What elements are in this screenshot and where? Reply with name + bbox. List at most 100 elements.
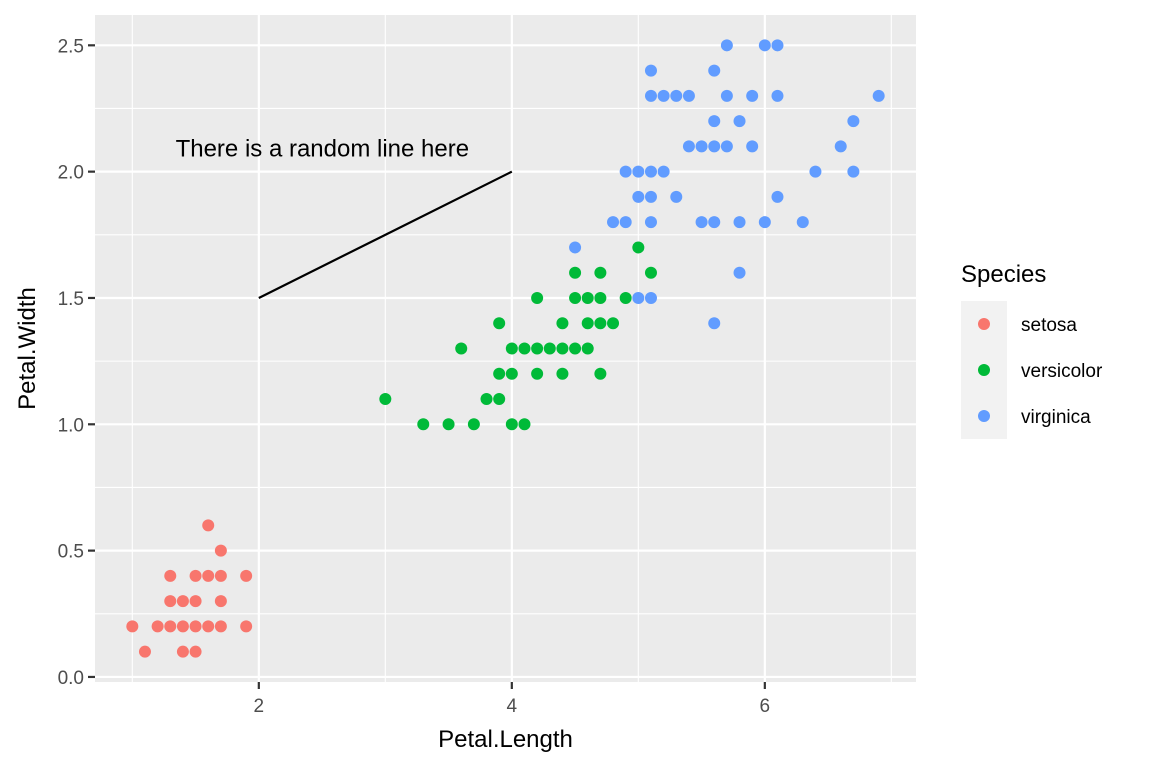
data-point-setosa — [214, 595, 227, 608]
data-point-versicolor — [543, 342, 556, 355]
data-point-versicolor — [505, 418, 518, 431]
data-point-virginica — [644, 64, 657, 77]
data-point-virginica — [771, 89, 784, 102]
data-point-virginica — [771, 190, 784, 203]
data-point-versicolor — [467, 418, 480, 431]
data-point-setosa — [176, 620, 189, 633]
data-point-virginica — [644, 89, 657, 102]
annotation-line — [258, 170, 513, 299]
data-point-setosa — [240, 620, 253, 633]
data-point-virginica — [758, 216, 771, 229]
data-point-setosa — [214, 544, 227, 557]
data-point-versicolor — [581, 317, 594, 330]
legend-label: versicolor — [1021, 361, 1103, 382]
data-point-versicolor — [379, 393, 392, 406]
y-tick-label: 0.0 — [58, 668, 84, 689]
data-point-virginica — [708, 317, 721, 330]
data-point-virginica — [644, 291, 657, 304]
data-point-virginica — [569, 241, 582, 254]
data-point-versicolor — [594, 367, 607, 380]
legend-label: setosa — [1021, 315, 1077, 336]
data-point-virginica — [695, 140, 708, 153]
data-point-versicolor — [493, 393, 506, 406]
legend-label: virginica — [1021, 407, 1091, 428]
data-point-versicolor — [632, 241, 645, 254]
x-axis: 2 4 6 — [254, 682, 771, 717]
data-point-virginica — [632, 291, 645, 304]
data-point-setosa — [164, 620, 177, 633]
data-point-virginica — [632, 190, 645, 203]
data-point-setosa — [189, 645, 202, 658]
data-point-versicolor — [556, 317, 569, 330]
data-point-setosa — [164, 595, 177, 608]
data-point-versicolor — [531, 342, 544, 355]
data-point-versicolor — [569, 291, 582, 304]
data-point-versicolor — [581, 342, 594, 355]
x-tick-label: 2 — [254, 696, 265, 717]
data-point-versicolor — [619, 291, 632, 304]
data-point-versicolor — [505, 367, 518, 380]
data-point-virginica — [682, 140, 695, 153]
data-point-virginica — [720, 89, 733, 102]
annotation: There is a random line here — [176, 136, 513, 299]
data-point-versicolor — [518, 418, 531, 431]
data-point-virginica — [670, 190, 683, 203]
legend-title: Species — [961, 261, 1046, 288]
legend-swatch-setosa — [978, 318, 990, 330]
data-point-versicolor — [644, 266, 657, 279]
data-point-versicolor — [594, 291, 607, 304]
data-point-virginica — [657, 89, 670, 102]
data-point-virginica — [619, 216, 632, 229]
legend-entry-versicolor: versicolor — [961, 347, 1103, 393]
y-axis: 0.0 0.5 1.0 1.5 2.0 2.5 — [58, 36, 95, 689]
y-tick-label: 1.0 — [58, 415, 84, 436]
data-point-virginica — [746, 89, 759, 102]
data-point-versicolor — [442, 418, 455, 431]
data-point-versicolor — [607, 317, 620, 330]
data-point-virginica — [644, 165, 657, 178]
data-point-virginica — [771, 39, 784, 52]
data-point-setosa — [189, 569, 202, 582]
legend-swatch-virginica — [978, 410, 990, 422]
data-points — [126, 39, 885, 658]
plot-panel — [95, 15, 916, 682]
data-point-setosa — [176, 595, 189, 608]
data-point-versicolor — [594, 266, 607, 279]
legend-entry-virginica: virginica — [961, 393, 1091, 439]
data-point-virginica — [809, 165, 822, 178]
data-point-virginica — [632, 165, 645, 178]
data-point-setosa — [214, 620, 227, 633]
data-point-virginica — [758, 39, 771, 52]
x-tick-label: 6 — [760, 696, 771, 717]
major-gridlines — [95, 15, 916, 682]
data-point-virginica — [644, 216, 657, 229]
data-point-virginica — [796, 216, 809, 229]
data-point-versicolor — [518, 342, 531, 355]
data-point-virginica — [708, 115, 721, 128]
legend: Species setosa versicolor virginica — [961, 261, 1103, 439]
data-point-virginica — [670, 89, 683, 102]
data-point-versicolor — [594, 317, 607, 330]
data-point-setosa — [214, 569, 227, 582]
annotation-text: There is a random line here — [176, 136, 469, 163]
data-point-setosa — [202, 569, 215, 582]
data-point-versicolor — [581, 291, 594, 304]
data-point-setosa — [138, 645, 151, 658]
data-point-versicolor — [455, 342, 468, 355]
data-point-virginica — [644, 190, 657, 203]
data-point-virginica — [682, 89, 695, 102]
data-point-versicolor — [493, 317, 506, 330]
data-point-virginica — [708, 64, 721, 77]
y-tick-label: 2.0 — [58, 163, 84, 184]
data-point-versicolor — [480, 393, 493, 406]
data-point-virginica — [657, 165, 670, 178]
legend-swatch-versicolor — [978, 364, 990, 376]
data-point-setosa — [240, 569, 253, 582]
data-point-versicolor — [417, 418, 430, 431]
data-point-setosa — [164, 569, 177, 582]
y-axis-title: Petal.Width — [14, 287, 41, 410]
data-point-setosa — [151, 620, 164, 633]
data-point-virginica — [720, 140, 733, 153]
legend-entries: setosa versicolor virginica — [961, 301, 1103, 439]
data-point-virginica — [847, 115, 860, 128]
